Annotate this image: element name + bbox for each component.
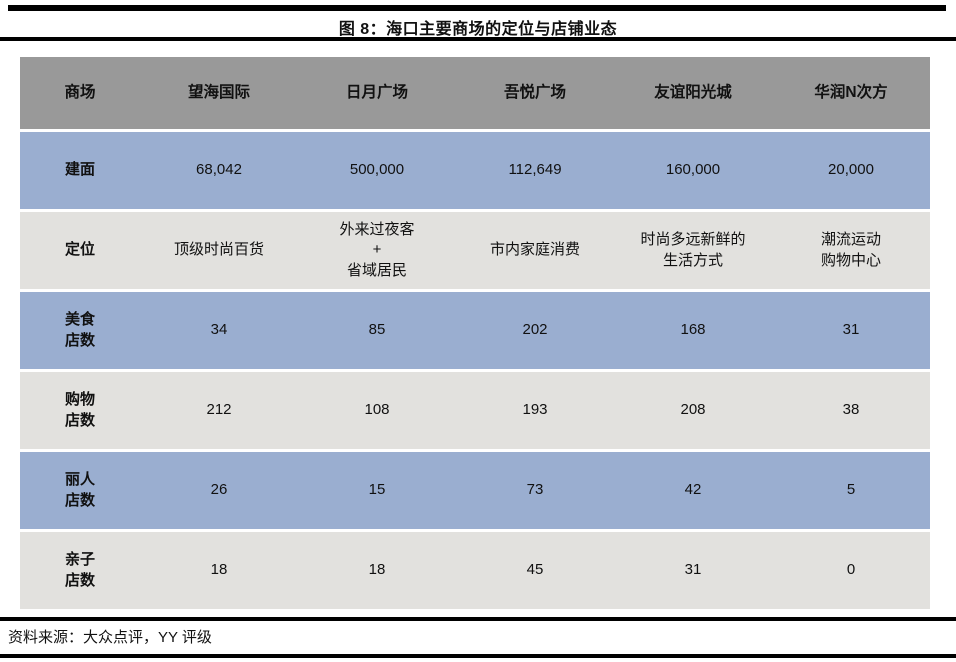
row-label-cell: 亲子 店数: [64, 551, 95, 589]
row-label-cell: 美食 店数: [64, 311, 95, 349]
top-divider: [8, 5, 946, 11]
value-cell: 108: [364, 401, 390, 419]
value-cell: 500,000: [349, 161, 405, 179]
value-cell: 潮流运动 购物中心: [820, 231, 881, 269]
table-row-shopping-stores: 购物 店数 212 108 193 208 38: [20, 369, 930, 449]
source-top-divider: [0, 617, 956, 621]
row-label-cell: 定位: [64, 241, 95, 259]
header-cell-wuyue: 吾悦广场: [503, 83, 566, 101]
value-cell: 193: [522, 401, 548, 419]
value-cell: 34: [210, 321, 228, 339]
value-cell: 时尚多远新鲜的 生活方式: [640, 231, 746, 269]
value-cell: 212: [206, 401, 232, 419]
value-cell: 0: [846, 561, 856, 579]
table-row-food-stores: 美食 店数 34 85 202 168 31: [20, 289, 930, 369]
row-label-cell: 购物 店数: [64, 391, 95, 429]
header-cell-mall: 商场: [64, 83, 96, 101]
value-cell: 20,000: [828, 161, 874, 179]
table-row-kids-stores: 亲子 店数 18 18 45 31 0: [20, 529, 930, 609]
value-cell: 5: [846, 481, 856, 499]
value-cell: 202: [522, 321, 548, 339]
value-cell: 31: [842, 321, 860, 339]
row-label-cell: 建面: [64, 161, 95, 179]
row-label-cell: 丽人 店数: [64, 471, 95, 509]
table-header-row: 商场 望海国际 日月广场 吾悦广场 友谊阳光城 华润N次方: [20, 57, 930, 129]
table-row-beauty-stores: 丽人 店数 26 15 73 42 5: [20, 449, 930, 529]
value-cell: 31: [684, 561, 702, 579]
table-row-building-area: 建面 68,042 500,000 112,649 160,000 20,000: [20, 129, 930, 209]
value-cell: 18: [368, 561, 386, 579]
table-row-positioning: 定位 顶级时尚百货 外来过夜客 + 省域居民 市内家庭消费 时尚多远新鲜的 生活…: [20, 209, 930, 289]
title-divider: [0, 37, 956, 41]
figure-title: 图 8：海口主要商场的定位与店铺业态: [338, 21, 618, 38]
value-cell: 顶级时尚百货: [173, 241, 264, 259]
value-cell: 18: [210, 561, 228, 579]
mall-comparison-table: 商场 望海国际 日月广场 吾悦广场 友谊阳光城 华润N次方 建面 68,042 …: [20, 57, 930, 609]
value-cell: 38: [842, 401, 860, 419]
value-cell: 160,000: [665, 161, 721, 179]
header-cell-huarun: 华润N次方: [814, 83, 888, 101]
header-cell-wanghai: 望海国际: [187, 83, 250, 101]
value-cell: 外来过夜客 + 省域居民: [339, 221, 415, 279]
value-cell: 68,042: [196, 161, 242, 179]
value-cell: 45: [526, 561, 544, 579]
value-cell: 26: [210, 481, 228, 499]
value-cell: 15: [368, 481, 386, 499]
value-cell: 市内家庭消费: [489, 241, 580, 259]
value-cell: 73: [526, 481, 544, 499]
value-cell: 112,649: [508, 161, 562, 179]
value-cell: 42: [684, 481, 702, 499]
value-cell: 168: [680, 321, 706, 339]
value-cell: 208: [680, 401, 706, 419]
bottom-divider: [0, 654, 956, 658]
source-note: 资料来源：大众点评，YY 评级: [8, 629, 212, 646]
value-cell: 85: [368, 321, 386, 339]
header-cell-riyue: 日月广场: [345, 83, 408, 101]
header-cell-youyi: 友谊阳光城: [654, 83, 732, 101]
